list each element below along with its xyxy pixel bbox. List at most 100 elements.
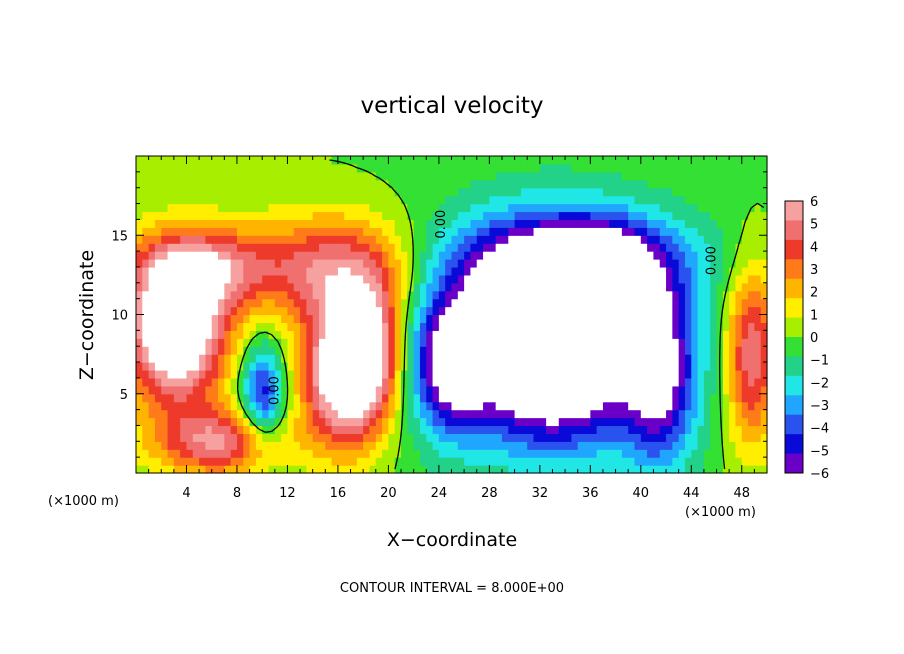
heatmap-cell — [331, 211, 339, 220]
heatmap-cell — [218, 369, 225, 379]
heatmap-cell — [438, 243, 446, 252]
heatmap-cell — [318, 211, 326, 220]
heatmap-cell — [445, 195, 453, 205]
heatmap-cell — [186, 259, 194, 268]
heatmap-cell — [180, 171, 188, 181]
heatmap-cell — [647, 203, 655, 213]
heatmap-cell — [438, 235, 446, 244]
heatmap-cell — [337, 290, 345, 300]
heatmap-cell — [722, 409, 730, 419]
heatmap-cell — [609, 346, 617, 355]
heatmap-cell — [136, 266, 143, 276]
heatmap-cell — [520, 441, 528, 450]
heatmap-cell — [590, 409, 598, 419]
heatmap-cell — [483, 163, 490, 173]
colorbar-label: 4 — [810, 240, 818, 255]
heatmap-cell — [142, 385, 150, 395]
heatmap-cell — [236, 449, 244, 458]
heatmap-cell — [615, 259, 623, 268]
heatmap-cell — [445, 306, 453, 316]
heatmap-cell — [401, 227, 408, 236]
heatmap-cell — [735, 179, 743, 189]
heatmap-cell — [584, 179, 591, 189]
heatmap-cell — [205, 385, 213, 395]
heatmap-cell — [520, 433, 528, 442]
heatmap-cell — [243, 369, 251, 379]
heatmap-cell — [300, 433, 307, 442]
heatmap-cell — [501, 179, 509, 189]
heatmap-cell — [760, 362, 768, 371]
heatmap-cell — [356, 306, 364, 316]
heatmap-cell — [552, 362, 560, 371]
heatmap-cell — [672, 441, 680, 450]
heatmap-cell — [262, 417, 270, 427]
heatmap-cell — [741, 346, 749, 355]
heatmap-cell — [363, 235, 371, 244]
heatmap-cell — [514, 156, 522, 165]
heatmap-cell — [508, 266, 516, 276]
heatmap-cell — [476, 179, 484, 189]
heatmap-cell — [306, 211, 314, 220]
heatmap-cell — [596, 298, 604, 308]
heatmap-cell — [363, 251, 371, 260]
heatmap-cell — [331, 179, 339, 189]
heatmap-cell — [539, 235, 547, 244]
heatmap-cell — [760, 282, 768, 292]
contour-segment — [744, 215, 749, 223]
heatmap-cell — [691, 274, 699, 284]
heatmap-cell — [432, 354, 440, 363]
contour-segment — [721, 445, 724, 454]
heatmap-cell — [464, 314, 472, 324]
heatmap-cell — [249, 362, 257, 371]
heatmap-cell — [703, 417, 711, 427]
heatmap-cell — [249, 393, 257, 403]
heatmap-cell — [356, 227, 364, 236]
heatmap-cell — [533, 290, 541, 300]
heatmap-cell — [186, 156, 194, 165]
heatmap-cell — [508, 259, 516, 268]
heatmap-cell — [445, 179, 453, 189]
heatmap-cell — [729, 171, 737, 181]
heatmap-cell — [350, 251, 358, 260]
heatmap-cell — [173, 433, 181, 442]
heatmap-cell — [571, 417, 579, 427]
heatmap-cell — [419, 203, 427, 213]
heatmap-cell — [584, 235, 591, 244]
heatmap-cell — [356, 156, 364, 165]
heatmap-cell — [401, 219, 408, 228]
heatmap-cell — [684, 211, 692, 220]
heatmap-cell — [546, 385, 554, 395]
heatmap-cell — [483, 219, 490, 228]
heatmap-cell — [154, 417, 162, 427]
heatmap-cell — [703, 322, 711, 331]
heatmap-cell — [255, 362, 263, 371]
heatmap-cell — [609, 266, 617, 276]
heatmap-cell — [218, 171, 225, 181]
heatmap-cell — [653, 219, 661, 228]
heatmap-cell — [136, 433, 143, 442]
heatmap-cell — [382, 433, 389, 442]
heatmap-cell — [609, 290, 617, 300]
heatmap-cell — [262, 425, 270, 434]
heatmap-cell — [539, 266, 547, 276]
heatmap-cell — [281, 401, 289, 411]
heatmap-cell — [274, 251, 282, 260]
heatmap-cell — [419, 330, 427, 339]
heatmap-cell — [154, 195, 162, 205]
heatmap-cell — [476, 163, 484, 173]
contour-segment — [720, 310, 724, 319]
heatmap-cell — [596, 251, 604, 260]
heatmap-cell — [678, 156, 686, 165]
heatmap-cell — [413, 266, 421, 276]
heatmap-cell — [483, 417, 490, 427]
heatmap-cell — [678, 330, 686, 339]
heatmap-cell — [760, 393, 768, 403]
heatmap-cell — [647, 243, 655, 252]
heatmap-cell — [571, 274, 579, 284]
heatmap-cell — [546, 393, 554, 403]
heatmap-cell — [615, 465, 623, 474]
heatmap-cell — [274, 425, 282, 434]
heatmap-cell — [382, 417, 389, 427]
heatmap-cell — [142, 306, 150, 316]
heatmap-cell — [691, 282, 699, 292]
